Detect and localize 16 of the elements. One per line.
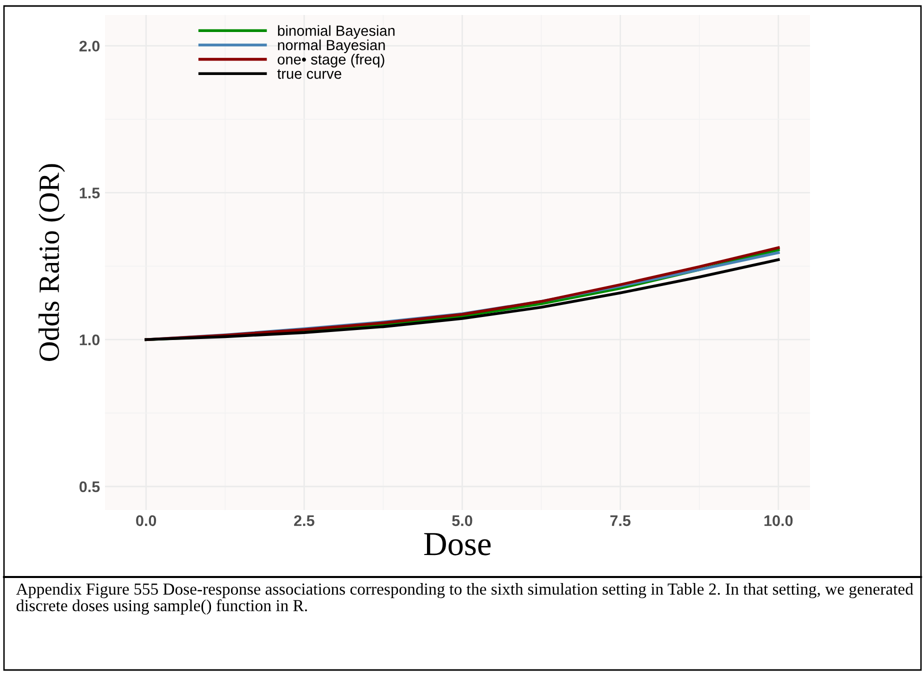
text: Appendix Figure 555 Dose-response associations corresponding to the sixth simulation setting in Table 2. In that setting, we generated discrete doses using sample() function in R. xyxy=(16,583,914,615)
y-axis-title: Odds Ratio (OR) xyxy=(38,164,66,361)
x-axis-title: Dose xyxy=(424,533,491,556)
x-tick-label: 5.0 xyxy=(452,515,472,526)
x-tick-label: 2.5 xyxy=(294,515,314,526)
legend-label: true curve xyxy=(277,69,342,79)
y-tick-label: 0.5 xyxy=(80,481,100,492)
legend-label: one• stage (freq) xyxy=(278,54,384,68)
y-tick-label: 1.0 xyxy=(80,334,100,346)
y-tick-label: 2.0 xyxy=(79,40,100,52)
legend-label: binomial Bayesian xyxy=(278,25,395,39)
x-tick-label: 7.5 xyxy=(610,515,631,526)
legend-label: normal Bayesian xyxy=(278,40,385,54)
y-tick-label: 1.5 xyxy=(80,188,100,198)
x-tick-label: 10.0 xyxy=(764,515,793,526)
x-tick-label: 0.0 xyxy=(136,515,156,526)
